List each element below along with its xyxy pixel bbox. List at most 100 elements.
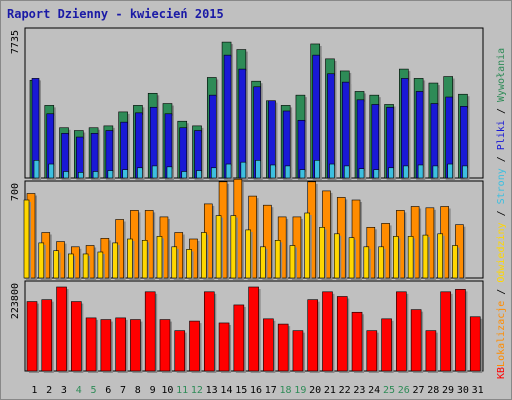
bar-odwiedziny-day-22 (333, 233, 340, 279)
x-tick-label-11: 11 (176, 385, 188, 396)
bar-odwiedziny-day-17 (260, 246, 266, 279)
bar-strony-day-29 (447, 163, 453, 179)
bar-strony-day-4 (78, 172, 84, 179)
panel-bottom: 223800 (10, 280, 484, 373)
bar-kb-day-17 (263, 318, 274, 372)
x-tick-label-19: 19 (294, 385, 306, 396)
y-max-label-middle: 700 (10, 183, 21, 201)
bar-kb-day-30 (455, 289, 466, 372)
y-max-label-bottom: 223800 (10, 283, 21, 319)
bar-strony-day-2 (48, 163, 55, 179)
bar-strony-day-26 (403, 165, 409, 179)
x-tick-label-30: 30 (457, 385, 469, 396)
bar-odwiedziny-day-10 (156, 236, 163, 279)
bar-strony-day-27 (417, 164, 424, 179)
bar-strony-day-11 (181, 171, 188, 179)
bar-strony-day-19 (299, 169, 306, 179)
bar-odwiedziny-day-14 (215, 215, 222, 279)
legend-separator: / (496, 204, 507, 222)
bar-pliki-day-24 (371, 104, 380, 179)
bar-kb-day-6 (100, 319, 112, 372)
bar-odwiedziny-day-26 (393, 236, 399, 279)
bar-odwiedziny-day-20 (304, 212, 311, 279)
x-tick-label-4: 4 (76, 385, 82, 396)
bar-odwiedziny-day-3 (53, 250, 59, 279)
bar-strony-day-17 (270, 164, 276, 179)
bar-kb-day-3 (56, 286, 67, 372)
bar-odwiedziny-day-19 (289, 245, 296, 279)
bar-pliki-day-15 (238, 68, 247, 179)
bar-strony-day-12 (196, 170, 202, 179)
bar-kb-day-22 (336, 296, 348, 372)
bar-pliki-day-22 (341, 81, 350, 179)
bar-kb-day-10 (159, 319, 171, 372)
bar-kb-day-15 (233, 304, 245, 372)
bar-pliki-day-13 (208, 94, 217, 179)
bar-strony-day-1 (33, 160, 40, 179)
legend-separator: / (496, 102, 507, 120)
chart-title: Raport Dzienny - kwiecień 2015 (7, 7, 224, 21)
bar-odwiedziny-day-4 (68, 253, 74, 279)
bar-odwiedziny-day-2 (38, 242, 45, 279)
x-tick-label-27: 27 (412, 385, 424, 396)
bar-kb-day-21 (322, 291, 333, 372)
bar-strony-day-16 (255, 160, 261, 179)
x-tick-label-3: 3 (61, 385, 67, 396)
bar-strony-day-21 (329, 163, 335, 179)
y-max-label-top: 7735 (10, 30, 21, 54)
bar-odwiedziny-day-1 (23, 199, 30, 279)
bar-pliki-day-23 (356, 99, 365, 179)
bar-pliki-day-14 (223, 54, 232, 179)
bar-pliki-day-25 (386, 106, 394, 179)
bar-kb-day-20 (307, 299, 319, 372)
bar-strony-day-20 (314, 160, 321, 179)
bar-strony-day-18 (284, 165, 291, 179)
bar-pliki-day-20 (312, 54, 321, 179)
bar-odwiedziny-day-29 (437, 233, 443, 279)
bar-odwiedziny-day-5 (82, 253, 89, 279)
bar-kb-day-25 (381, 318, 392, 372)
bar-kb-day-19 (292, 330, 304, 372)
x-tick-label-5: 5 (90, 385, 96, 396)
x-tick-label-25: 25 (383, 385, 395, 396)
bar-kb-day-23 (351, 311, 363, 372)
bar-kb-day-18 (277, 323, 289, 372)
bar-pliki-day-4 (76, 136, 84, 179)
bar-kb-day-28 (425, 330, 437, 372)
x-tick-label-15: 15 (235, 385, 247, 396)
legend-item-lokalizacje: Lokalizacje (496, 301, 507, 367)
panel-middle: 700 (10, 178, 484, 280)
bar-odwiedziny-day-11 (171, 246, 178, 279)
x-tick-label-21: 21 (324, 385, 336, 396)
panel-top: 7735 (10, 27, 484, 181)
bar-kb-day-27 (410, 309, 422, 372)
bar-strony-day-7 (122, 169, 128, 179)
bar-odwiedziny-day-16 (245, 229, 251, 279)
legend-item-kb: KB (496, 367, 507, 379)
bar-kb-day-9 (144, 291, 156, 372)
bar-odwiedziny-day-23 (348, 237, 355, 279)
bar-kb-day-11 (174, 330, 186, 372)
bar-kb-day-16 (248, 286, 259, 372)
bar-odwiedziny-day-28 (422, 234, 429, 279)
bar-strony-day-6 (107, 170, 114, 179)
bar-pliki-day-11 (179, 127, 188, 179)
x-tick-label-29: 29 (442, 385, 454, 396)
legend-item-pliki: Pliki (496, 120, 507, 150)
x-tick-label-18: 18 (280, 385, 292, 396)
bar-strony-day-30 (462, 165, 468, 179)
x-tick-label-28: 28 (427, 385, 439, 396)
x-tick-label-1: 1 (31, 385, 37, 396)
legend-text: KBLokalizacje / Odwiedziny / Strony / Pl… (496, 48, 507, 379)
bar-odwiedziny-day-15 (230, 215, 237, 279)
legend-separator: / (496, 283, 507, 301)
bar-odwiedziny-day-24 (363, 246, 370, 279)
bar-strony-day-25 (388, 167, 394, 179)
bar-kb-day-5 (85, 317, 97, 372)
bar-kb-day-8 (130, 319, 141, 372)
bar-strony-day-10 (166, 166, 173, 179)
bar-strony-day-15 (240, 161, 247, 179)
bar-odwiedziny-day-30 (452, 245, 458, 279)
